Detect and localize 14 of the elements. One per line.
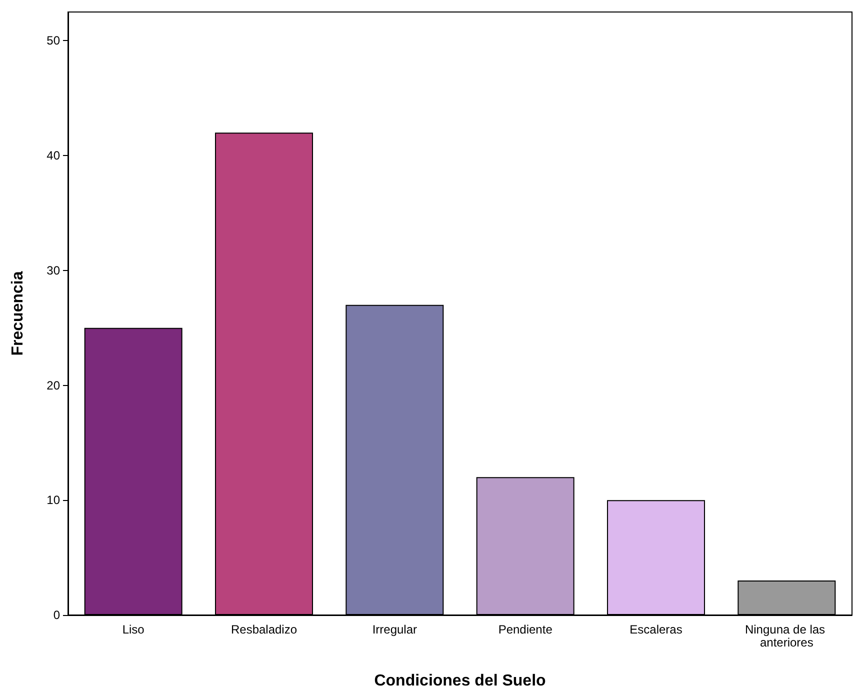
y-tick-label: 10	[46, 493, 60, 508]
x-tick-label: Resbaladizo	[230, 622, 298, 636]
x-tick-label: Ninguna de las anteriores	[744, 622, 828, 650]
y-axis-title: Frecuencia	[10, 271, 26, 356]
x-tick-label: Pendiente	[498, 622, 553, 636]
y-tick-label: 20	[46, 378, 60, 392]
x-tick-label: Escaleras	[630, 622, 682, 636]
x-tick-label: Liso	[122, 622, 145, 636]
y-tick-label: 0	[53, 608, 60, 622]
x-axis-title: Condiciones del Suelo	[374, 672, 546, 690]
y-tick-label: 30	[46, 263, 60, 278]
x-tick-label: Irregular	[372, 622, 418, 636]
y-tick-label: 50	[46, 34, 60, 48]
y-tick-label: 40	[46, 148, 60, 163]
